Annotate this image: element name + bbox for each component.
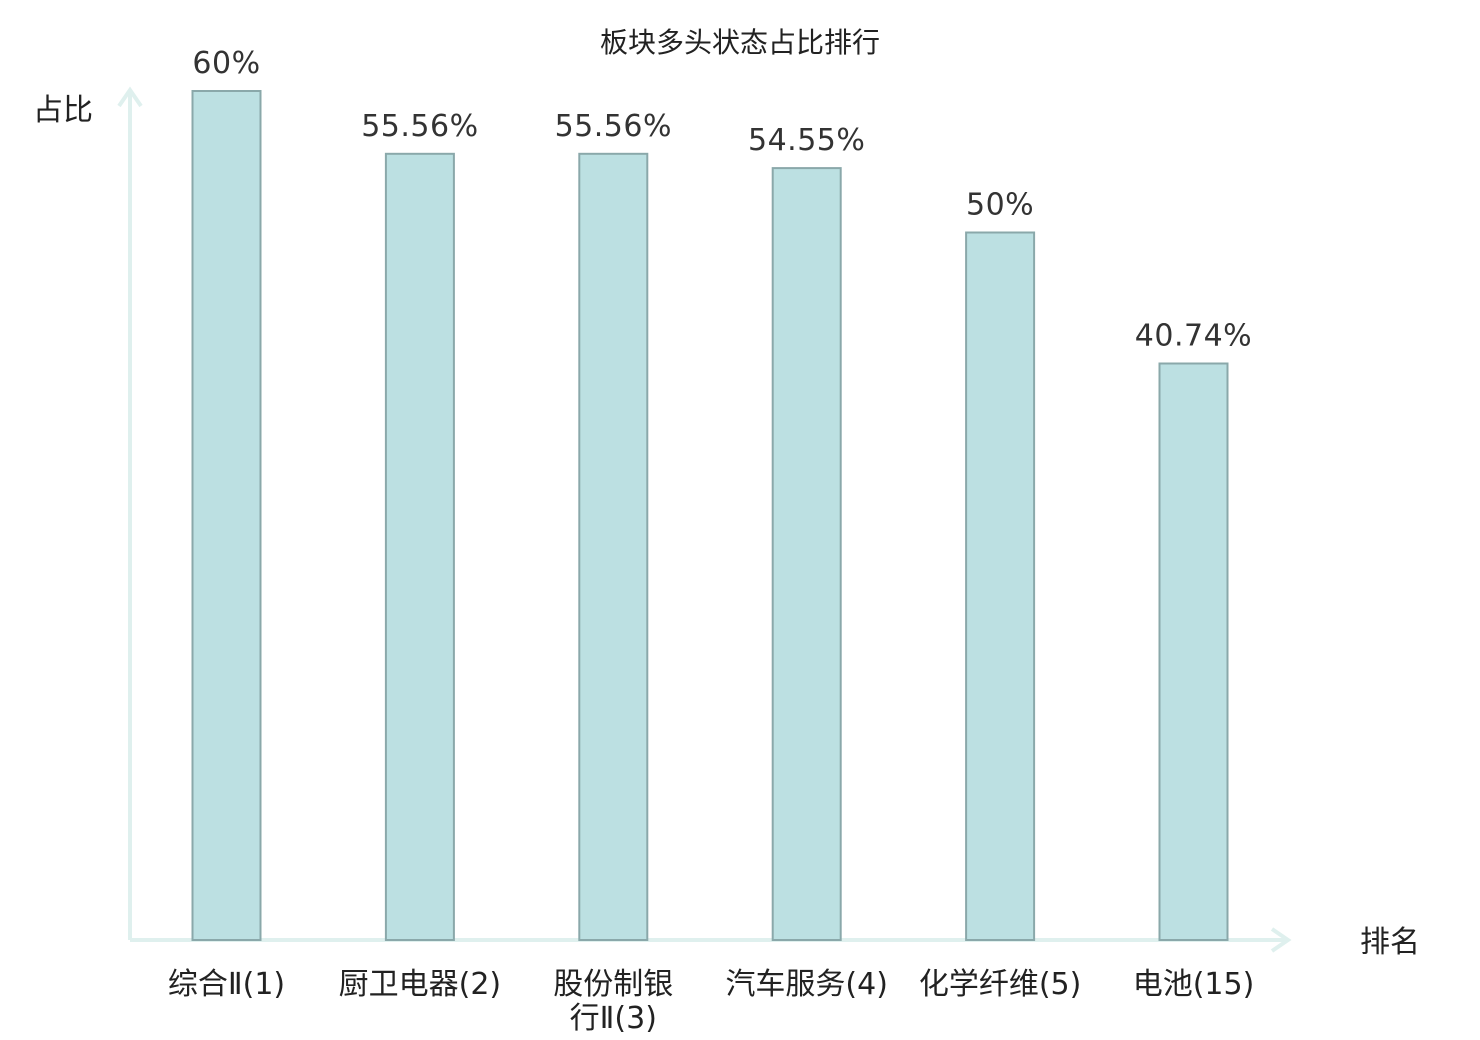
x-axis-label: 排名 — [1360, 925, 1420, 960]
category-label-line: 电池(15) — [1133, 967, 1255, 1002]
category-label-5: 化学纤维(5) — [919, 967, 1082, 1002]
category-label-line: 行Ⅱ(3) — [570, 1001, 657, 1036]
bar-1 — [191, 90, 262, 941]
y-axis-label: 占比 — [33, 93, 93, 128]
value-label-3: 55.56% — [555, 109, 672, 144]
category-label-line: 综合Ⅱ(1) — [168, 967, 285, 1002]
bar-6 — [1158, 362, 1229, 941]
category-label-2: 厨卫电器(2) — [339, 967, 502, 1002]
category-label-3: 股份制银行Ⅱ(3) — [553, 967, 673, 1036]
chart-title: 板块多头状态占比排行 — [600, 26, 880, 59]
category-labels-group: 综合Ⅱ(1) 厨卫电器(2) 股份制银行Ⅱ(3) 汽车服务(4) 化学纤维(5) 电池(1… — [168, 967, 1254, 1036]
bar-4 — [771, 167, 842, 942]
category-label-line: 股份制银 — [553, 967, 673, 1002]
bar-5 — [965, 231, 1036, 941]
y-axis-arrow — [117, 86, 143, 108]
bar-2 — [384, 152, 455, 942]
category-label-line: 化学纤维(5) — [919, 967, 1082, 1002]
x-axis-arrow — [1270, 927, 1292, 953]
category-label-line: 汽车服务(4) — [725, 967, 888, 1002]
value-label-1: 60% — [192, 46, 260, 81]
x-axis — [130, 927, 1292, 953]
category-label-4: 汽车服务(4) — [725, 967, 888, 1002]
category-label-line: 厨卫电器(2) — [339, 967, 502, 1002]
category-label-6: 电池(15) — [1133, 967, 1255, 1002]
value-label-2: 55.56% — [361, 109, 478, 144]
value-labels-group: 60% 55.56% 55.56% 54.55% 50% 40.74% — [192, 46, 1252, 354]
value-label-5: 50% — [966, 188, 1034, 223]
bars-group — [191, 90, 1229, 942]
value-label-6: 40.74% — [1135, 319, 1252, 354]
y-axis — [117, 86, 143, 940]
value-label-4: 54.55% — [748, 123, 865, 158]
category-label-1: 综合Ⅱ(1) — [168, 967, 285, 1002]
bar-3 — [578, 152, 649, 942]
